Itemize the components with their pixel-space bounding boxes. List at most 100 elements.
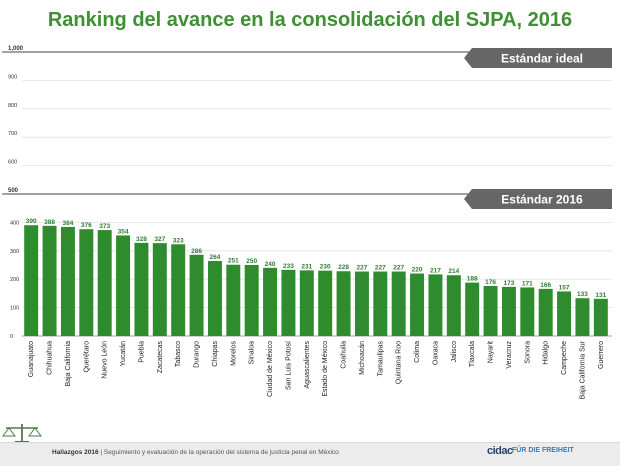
- bar-24: [465, 282, 480, 336]
- bar-value-label: 227: [393, 265, 404, 272]
- category-label: Zacatecas: [157, 341, 164, 374]
- category-label: Jalisco: [451, 341, 458, 363]
- y-tick-label: 300: [10, 249, 19, 255]
- footer-bar: Hallazgos 2016 | Seguimiento y evaluació…: [0, 442, 620, 466]
- bar-value-label: 250: [246, 258, 257, 265]
- bar-26: [501, 286, 516, 336]
- category-label: Chiapas: [212, 341, 219, 367]
- bar-5: [116, 235, 131, 336]
- category-label: Sinaloa: [249, 341, 256, 364]
- category-label: Estado de México: [322, 341, 329, 397]
- category-label: Campeche: [561, 341, 568, 375]
- bar-8: [171, 244, 186, 336]
- bar-7: [152, 243, 167, 336]
- bar-29: [557, 291, 572, 336]
- category-label: Baja California Sur: [579, 340, 586, 399]
- bar-11: [226, 264, 241, 336]
- bar-value-label: 173: [504, 280, 515, 287]
- y-tick-label: 800: [8, 103, 17, 109]
- category-label: Nayarit: [488, 341, 495, 363]
- y-tick-label: 0: [10, 334, 13, 340]
- bar-4: [97, 230, 112, 336]
- bar-2: [60, 226, 75, 336]
- bar-22: [428, 274, 443, 336]
- bar-20: [391, 271, 406, 336]
- bar-value-label: 251: [228, 258, 239, 265]
- bar-value-label: 373: [99, 223, 110, 230]
- category-label: Guanajuato: [28, 341, 35, 377]
- bar-value-label: 133: [577, 291, 588, 298]
- bar-31: [593, 298, 608, 336]
- bar-value-label: 230: [320, 264, 331, 271]
- category-label: Tabasco: [175, 341, 182, 367]
- category-label: Morelos: [230, 341, 237, 366]
- bar-19: [373, 271, 388, 336]
- y-tick-label: 400: [10, 220, 19, 226]
- bar-value-label: 286: [191, 248, 202, 255]
- bar-6: [134, 242, 149, 336]
- category-label: Hidalgo: [543, 341, 550, 365]
- footer-report-name: Hallazgos 2016: [52, 449, 99, 456]
- bar-value-label: 384: [63, 220, 74, 227]
- y-tick-label: 100: [10, 306, 19, 312]
- category-label: Colima: [414, 341, 421, 363]
- category-label: Guerrero: [598, 341, 605, 369]
- category-label: Tlaxcala: [469, 341, 476, 367]
- category-label: Veracruz: [506, 341, 513, 369]
- category-label: Tamaulipas: [377, 341, 384, 377]
- bar-value-label: 390: [26, 218, 37, 225]
- bar-15: [299, 270, 314, 336]
- category-label: Baja California: [65, 341, 72, 387]
- category-label: Quintana Roo: [396, 341, 403, 384]
- bar-value-label: 157: [559, 284, 570, 291]
- y-tick-label: 600: [8, 160, 17, 166]
- bar-25: [483, 286, 498, 336]
- bar-value-label: 131: [595, 292, 606, 299]
- bar-value-label: 214: [448, 268, 459, 275]
- y-tick-label: 900: [8, 74, 17, 80]
- category-label: Querétaro: [83, 341, 90, 373]
- bar-value-label: 188: [467, 276, 478, 283]
- bar-value-label: 264: [210, 254, 221, 261]
- category-label: Durango: [194, 341, 201, 368]
- bar-value-label: 376: [81, 222, 92, 229]
- bar-27: [520, 287, 535, 336]
- footer-description: Seguimiento y evaluación de la operación…: [103, 449, 339, 456]
- category-label: Puebla: [138, 341, 145, 363]
- cidac-logo: cidac: [487, 445, 513, 457]
- category-label: Chihuahua: [47, 341, 54, 375]
- category-label: Sonora: [524, 341, 531, 364]
- bar-value-label: 328: [136, 236, 147, 243]
- y-tick-label: 200: [10, 277, 19, 283]
- ideal-standard-tab: [464, 48, 612, 68]
- bar-value-label: 166: [540, 282, 551, 289]
- bar-value-label: 323: [173, 237, 184, 244]
- category-label: Oaxaca: [432, 341, 439, 365]
- bar-value-label: 228: [338, 264, 349, 271]
- category-label: Ciudad de México: [267, 341, 274, 397]
- bar-1: [42, 225, 57, 336]
- bar-value-label: 171: [522, 280, 533, 287]
- standard-2016-tab: [464, 189, 612, 209]
- y-tick-label: 700: [8, 131, 17, 137]
- ideal-standard-label: Estándar ideal: [501, 52, 583, 66]
- bar-9: [189, 254, 204, 336]
- bar-16: [318, 270, 333, 336]
- bar-value-label: 227: [357, 265, 368, 272]
- bar-value-label: 220: [412, 267, 423, 274]
- bar-10: [207, 261, 222, 336]
- bar-value-label: 240: [265, 261, 276, 268]
- bar-value-label: 388: [44, 219, 55, 226]
- bar-value-label: 227: [375, 265, 386, 272]
- category-label: Aguascalientes: [304, 341, 311, 389]
- bar-13: [263, 267, 278, 336]
- y-tick-label: 1,000: [8, 46, 24, 52]
- bar-17: [336, 271, 351, 336]
- bar-23: [446, 275, 461, 336]
- bar-value-label: 231: [301, 263, 312, 270]
- bar-value-label: 217: [430, 267, 441, 274]
- category-label: Yucatán: [120, 341, 127, 366]
- bar-value-label: 354: [118, 228, 129, 235]
- category-label: San Luis Potosí: [285, 341, 292, 390]
